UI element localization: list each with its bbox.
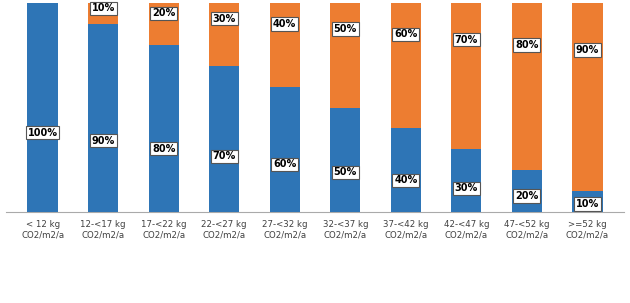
- Bar: [451, 149, 481, 212]
- Text: 80%: 80%: [152, 144, 175, 154]
- Text: 100%: 100%: [28, 128, 57, 138]
- Text: 70%: 70%: [212, 152, 236, 161]
- Text: 20%: 20%: [515, 191, 539, 201]
- Bar: [572, 191, 602, 212]
- Bar: [512, 170, 542, 212]
- Bar: [28, 3, 58, 212]
- Bar: [270, 3, 300, 87]
- Bar: [512, 3, 542, 170]
- Text: 90%: 90%: [576, 45, 599, 55]
- Text: 90%: 90%: [91, 136, 115, 146]
- Bar: [88, 3, 118, 24]
- Text: 70%: 70%: [455, 35, 478, 45]
- Text: 60%: 60%: [394, 29, 418, 39]
- Bar: [330, 3, 360, 108]
- Bar: [330, 108, 360, 212]
- Text: 30%: 30%: [212, 14, 236, 24]
- Bar: [451, 3, 481, 149]
- Bar: [88, 24, 118, 212]
- Text: 40%: 40%: [394, 175, 418, 185]
- Text: 10%: 10%: [91, 3, 115, 13]
- Bar: [391, 128, 421, 212]
- Bar: [209, 3, 239, 66]
- Text: 30%: 30%: [455, 183, 478, 193]
- Text: 50%: 50%: [334, 167, 357, 177]
- Text: 40%: 40%: [273, 19, 296, 29]
- Bar: [149, 45, 179, 212]
- Text: 80%: 80%: [515, 40, 539, 50]
- Bar: [572, 3, 602, 191]
- Bar: [391, 3, 421, 128]
- Bar: [209, 66, 239, 212]
- Text: 20%: 20%: [152, 8, 175, 18]
- Text: 50%: 50%: [334, 24, 357, 34]
- Text: 10%: 10%: [576, 199, 599, 209]
- Bar: [149, 3, 179, 45]
- Bar: [270, 87, 300, 212]
- Text: 60%: 60%: [273, 159, 296, 169]
